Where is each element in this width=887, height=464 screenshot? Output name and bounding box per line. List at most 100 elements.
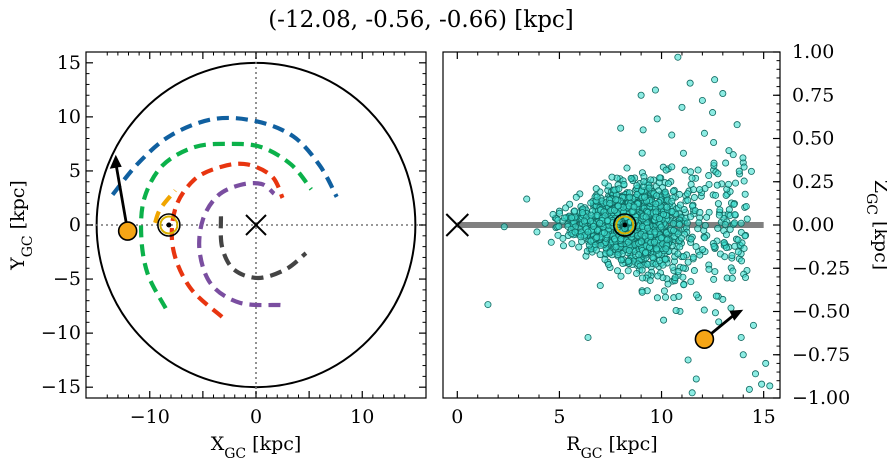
scatter-point	[630, 203, 638, 211]
scatter-point	[715, 318, 723, 326]
scatter-point	[549, 210, 557, 218]
scatter-point	[661, 255, 669, 263]
scatter-point	[694, 166, 702, 174]
scatter-point	[555, 222, 563, 230]
y-tick-label: −1.00	[792, 387, 850, 409]
scatter-point	[705, 265, 713, 273]
scatter-point	[571, 207, 579, 215]
sun-marker-ring	[615, 215, 635, 235]
scatter-point	[593, 233, 601, 241]
scatter-point	[751, 370, 759, 378]
scatter-point	[614, 202, 622, 210]
scatter-point	[684, 196, 692, 204]
scatter-point	[674, 250, 682, 258]
figure-title: (-12.08, -0.56, -0.66) [kpc]	[268, 7, 574, 33]
scatter-point	[710, 242, 718, 250]
scatter-point	[668, 131, 676, 139]
scatter-point	[734, 248, 742, 256]
scatter-point	[695, 219, 703, 227]
scatter-point	[745, 385, 753, 393]
scatter-point	[729, 151, 737, 159]
y-tick-label: 5	[69, 160, 81, 182]
scatter-point	[663, 203, 671, 211]
scatter-point	[614, 267, 622, 275]
left-panel: −10 0 10 −15 −10 −5 0 5 10 15 XGC [kpc] YGC [kpc]	[7, 51, 427, 462]
scatter-point	[617, 272, 625, 280]
spiral-arm-2	[138, 141, 313, 310]
scatter-point	[725, 206, 733, 214]
scatter-point	[705, 180, 713, 188]
right-x-axis-label: RGC [kpc]	[566, 433, 657, 462]
scatter-point	[766, 382, 774, 390]
scatter-point	[698, 96, 706, 104]
scatter-point	[578, 209, 586, 217]
scatter-point	[740, 177, 748, 185]
scatter-point	[659, 210, 667, 218]
scatter-point	[635, 251, 643, 259]
scatter-point	[714, 200, 722, 208]
scatter-point	[624, 238, 632, 246]
scatter-point	[676, 201, 684, 209]
velocity-arrow-head	[729, 309, 744, 321]
scatter-point	[633, 269, 641, 277]
scatter-point	[651, 86, 659, 94]
scatter-point	[675, 190, 683, 198]
scatter-point	[584, 333, 592, 341]
scatter-point	[675, 292, 683, 300]
scatter-point	[657, 234, 665, 242]
scatter-point	[567, 214, 575, 222]
scatter-point	[732, 179, 740, 187]
scatter-point	[719, 90, 727, 98]
scatter-point	[601, 179, 609, 187]
scatter-point	[638, 149, 646, 157]
scatter-point	[715, 211, 723, 219]
right-panel: 0 5 10 15 −1.00 −0.75 −0.50 −0.25 0.00 0.25 0.50 0.…	[442, 41, 887, 462]
spiral-arm-1	[110, 115, 339, 198]
scatter-point	[680, 281, 688, 289]
scatter-point	[693, 291, 701, 299]
scatter-point	[642, 213, 650, 221]
y-tick-label: 0.50	[792, 128, 834, 150]
scatter-point	[672, 306, 680, 314]
scatter-point	[612, 243, 620, 251]
scatter-point	[669, 219, 677, 227]
scatter-point	[640, 178, 648, 186]
scatter-point	[749, 321, 757, 329]
scatter-point	[624, 257, 632, 265]
scatter-point	[644, 260, 652, 268]
scatter-point	[712, 191, 720, 199]
x-tick-label: 0	[250, 406, 262, 428]
scatter-point	[737, 333, 745, 341]
scatter-point	[608, 173, 616, 181]
y-tick-label: 1.00	[792, 41, 834, 63]
left-y-axis-label: YGC [kpc]	[7, 180, 36, 271]
scatter-point	[725, 180, 733, 188]
x-tick-label: 15	[752, 406, 776, 428]
scatter-point	[681, 166, 689, 174]
scatter-point	[617, 235, 625, 243]
scatter-point	[687, 168, 695, 176]
x-tick-label: 5	[553, 406, 565, 428]
scatter-point	[644, 224, 652, 232]
scatter-point	[669, 263, 677, 271]
scatter-point	[554, 231, 562, 239]
sun-marker-dot	[166, 222, 172, 228]
scatter-point	[593, 193, 601, 201]
scatter-point	[762, 359, 770, 367]
scatter-point	[662, 245, 670, 253]
scatter-point	[606, 199, 614, 207]
y-tick-label: 0	[69, 214, 81, 236]
scatter-point	[758, 380, 766, 388]
spiral-arm-3	[153, 189, 177, 224]
scatter-point	[625, 247, 633, 255]
scatter-point	[694, 225, 702, 233]
scatter-point	[730, 200, 738, 208]
scatter-point	[575, 243, 583, 251]
scatter-point	[692, 375, 700, 383]
scatter-point	[669, 187, 677, 195]
scatter-point	[696, 251, 704, 259]
scatter-point	[711, 309, 719, 317]
scatter-point	[728, 274, 736, 282]
sun-marker-ring	[159, 215, 179, 235]
scatter-point	[651, 238, 659, 246]
